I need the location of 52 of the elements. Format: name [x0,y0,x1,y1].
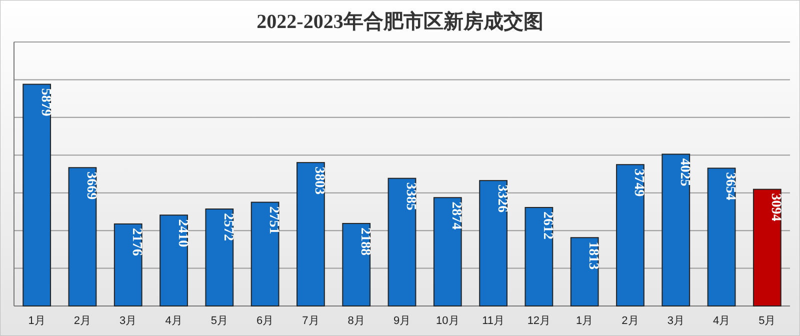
x-tick-label: 9月 [393,315,411,327]
x-tick-label: 4月 [712,315,730,327]
x-tick-label: 2月 [622,315,639,327]
chart-title: 2022-2023年合肥市区新房成交图 [256,10,544,33]
x-tick-label: 12月 [527,315,551,327]
data-label: 5879 [38,88,53,116]
bar [707,168,736,306]
bar [662,154,690,306]
x-tick-label: 2月 [74,315,92,327]
data-label: 2188 [357,227,372,256]
data-label: 1813 [586,242,601,270]
data-label: 3654 [722,172,738,200]
x-tick-label: 8月 [348,315,365,327]
x-tick-label: 4月 [165,315,182,327]
data-label: 3803 [312,166,327,195]
bar [433,197,462,306]
data-label: 3326 [494,184,510,213]
bar [342,222,371,306]
bar [616,164,644,306]
x-tick-label: 3月 [120,315,137,327]
x-tick-label: 1月 [576,315,594,327]
bar [250,202,280,306]
data-label: 2410 [174,219,190,248]
data-label: 2612 [540,211,555,240]
bar [752,188,782,306]
data-label: 3094 [768,193,784,222]
x-tick-label: 3月 [667,315,684,327]
x-tick-label: 5月 [758,315,776,327]
data-label: 4025 [676,158,692,186]
x-tick-label: 11月 [482,315,505,327]
bar [524,206,554,306]
bar [22,84,52,306]
data-label: 2176 [129,228,144,256]
data-label: 2751 [266,206,282,234]
bar [388,178,416,306]
x-tick-label: 5月 [210,315,228,327]
x-tick-label: 7月 [302,315,320,327]
data-label: 3749 [631,168,646,197]
x-tick-label: 10月 [436,315,460,327]
x-tick-label: 1月 [28,315,46,327]
bar [114,223,142,306]
bar [160,214,188,306]
bar [205,208,234,306]
bar [68,167,97,306]
data-label: 3669 [83,172,98,200]
bar [296,162,325,306]
bar [570,237,599,306]
x-tick-label: 6月 [256,315,274,327]
bar [479,180,508,306]
data-label: 3385 [403,182,418,210]
data-label: 2874 [448,202,464,230]
data-label: 2572 [220,213,236,241]
